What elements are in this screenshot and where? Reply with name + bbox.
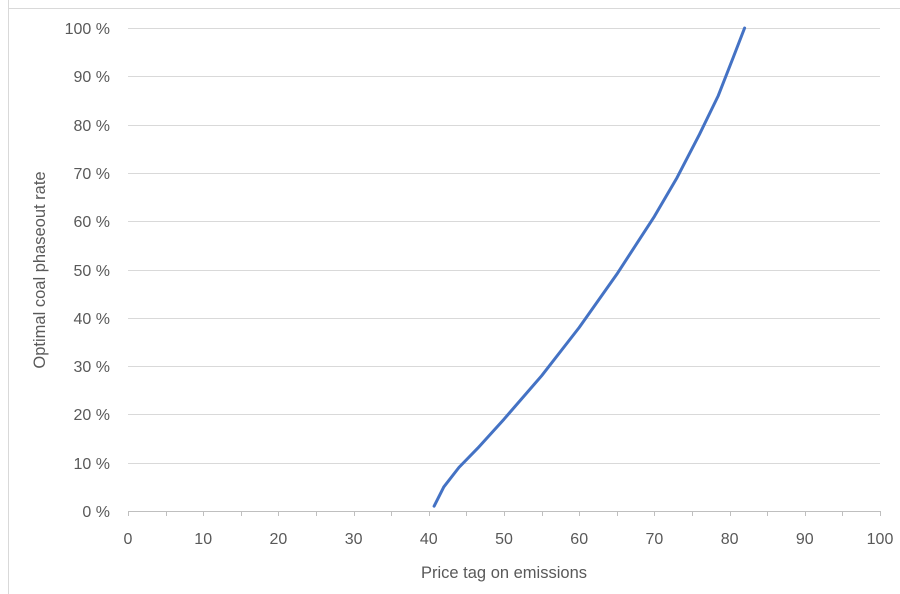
- y-tick-label: 30 %: [74, 359, 110, 376]
- data-point: [503, 418, 506, 421]
- data-point: [653, 215, 656, 218]
- y-tick-label: 40 %: [74, 311, 110, 328]
- data-point: [732, 56, 735, 59]
- data-point: [457, 466, 460, 469]
- x-tick-label: 10: [194, 531, 212, 548]
- x-tick-label: 20: [270, 531, 288, 548]
- data-point: [615, 273, 618, 276]
- y-tick-label: 100 %: [65, 21, 110, 38]
- y-tick-label: 50 %: [74, 263, 110, 280]
- axes: [128, 511, 881, 516]
- y-tick-label: 60 %: [74, 214, 110, 231]
- data-point: [578, 326, 581, 329]
- x-axis-ticks: 0 10 20 30 40 50 60 70 80 90 100: [124, 531, 894, 548]
- data-point: [433, 505, 436, 508]
- data-point: [743, 27, 746, 30]
- y-tick-label: 70 %: [74, 166, 110, 183]
- x-tick-label: 80: [721, 531, 739, 548]
- data-point: [698, 133, 701, 136]
- x-tick-label: 50: [495, 531, 513, 548]
- x-tick-label: 70: [646, 531, 664, 548]
- y-tick-label: 20 %: [74, 407, 110, 424]
- data-point: [476, 447, 479, 450]
- series-line: [432, 26, 747, 508]
- y-tick-label: 80 %: [74, 118, 110, 135]
- x-tick-label: 100: [867, 531, 894, 548]
- y-axis-title: Optimal coal phaseout rate: [31, 171, 49, 368]
- y-axis-ticks: 0 % 10 % 20 % 30 % 40 % 50 % 60 % 70 % 80 % 90 % 1…: [65, 21, 110, 521]
- x-tick-label: 90: [796, 531, 814, 548]
- x-tick-label: 30: [345, 531, 363, 548]
- x-tick-label: 0: [124, 531, 133, 548]
- y-tick-label: 0 %: [82, 504, 110, 521]
- x-axis-title: Price tag on emissions: [421, 564, 587, 582]
- series: [432, 26, 747, 508]
- data-point: [540, 374, 543, 377]
- data-point: [717, 94, 720, 97]
- gridlines: [128, 28, 880, 464]
- data-point: [676, 176, 679, 179]
- data-point: [442, 485, 445, 488]
- y-tick-label: 10 %: [74, 456, 110, 473]
- x-tick-label: 40: [420, 531, 438, 548]
- y-tick-label: 90 %: [74, 69, 110, 86]
- x-tick-label: 60: [570, 531, 588, 548]
